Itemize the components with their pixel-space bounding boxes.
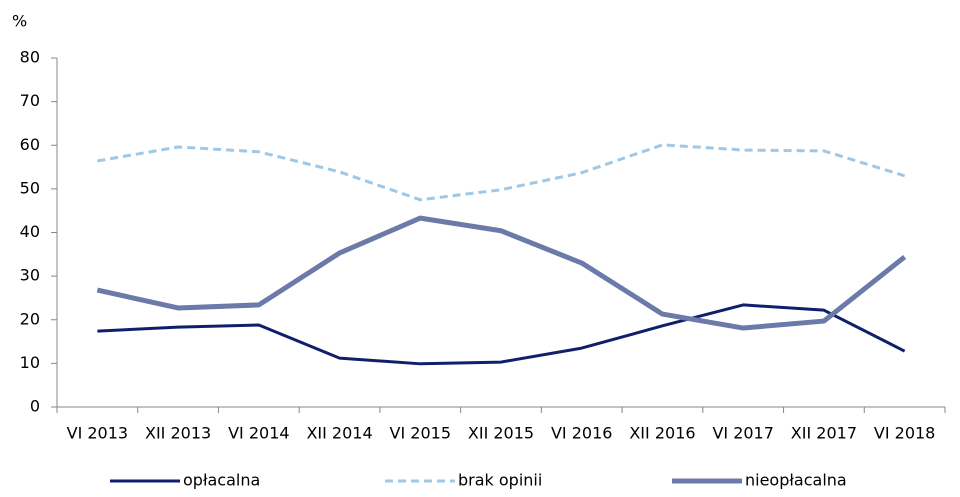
y-tick-label: 10 — [20, 353, 40, 372]
y-tick-label: 20 — [20, 309, 40, 328]
x-tick-label: VI 2016 — [551, 424, 612, 443]
x-tick-label: XII 2017 — [791, 424, 857, 443]
x-tick-label: VI 2018 — [874, 424, 935, 443]
series-line — [97, 303, 906, 366]
x-tick-label: VI 2013 — [67, 424, 128, 443]
legend-label: opłacalna — [183, 471, 260, 490]
x-tick-label: XII 2013 — [145, 424, 211, 443]
series-line — [96, 215, 907, 331]
y-tick-label: 50 — [20, 178, 40, 197]
x-tick-label: VI 2014 — [228, 424, 289, 443]
x-tick-label: XII 2014 — [306, 424, 372, 443]
y-tick-label: 40 — [20, 222, 40, 241]
series-line — [97, 143, 906, 202]
y-tick-label: 0 — [30, 397, 40, 416]
legend-label: nieopłacalna — [745, 471, 847, 490]
x-tick-label: XII 2015 — [468, 424, 534, 443]
y-tick-label: 60 — [20, 135, 40, 154]
x-tick-label: XII 2016 — [629, 424, 695, 443]
x-tick-label: VI 2015 — [390, 424, 451, 443]
y-tick-label: 80 — [20, 48, 40, 67]
y-axis-label: % — [12, 12, 27, 31]
x-tick-label: VI 2017 — [712, 424, 773, 443]
legend-label: brak opinii — [458, 471, 542, 490]
y-tick-label: 30 — [20, 266, 40, 285]
y-tick-label: 70 — [20, 91, 40, 110]
